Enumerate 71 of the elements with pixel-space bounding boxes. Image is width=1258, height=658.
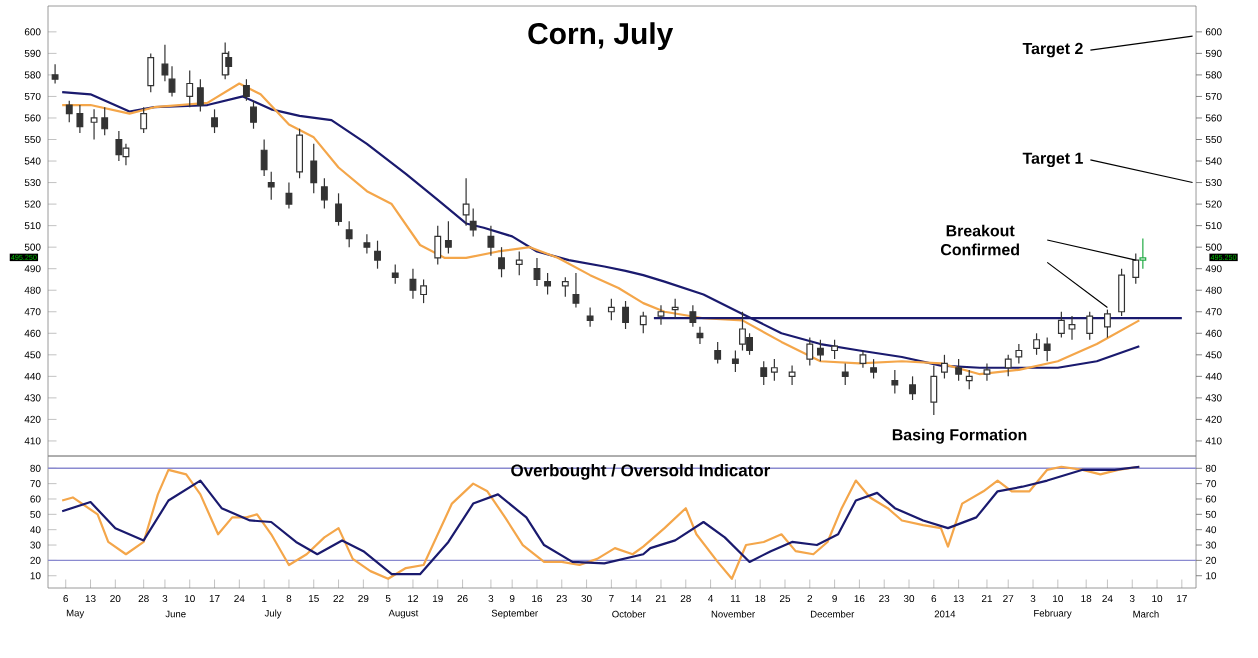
candlestick	[1132, 253, 1140, 285]
candlestick	[930, 364, 938, 416]
candlestick	[955, 358, 963, 382]
candlestick	[831, 339, 839, 360]
candlestick	[572, 272, 580, 309]
candlestick	[739, 311, 746, 352]
candlestick	[310, 143, 318, 194]
candlestick	[607, 298, 615, 321]
candlestick	[434, 225, 442, 265]
candlestick	[561, 276, 569, 298]
candlestick	[870, 358, 878, 380]
candlestick	[487, 225, 495, 257]
candlestick	[639, 311, 647, 334]
candlestick	[515, 250, 523, 276]
candlestick	[1139, 237, 1147, 270]
candlestick	[622, 300, 629, 330]
candlestick	[260, 138, 268, 177]
candlestick	[1118, 268, 1126, 317]
candlestick	[1103, 308, 1111, 339]
candlestick	[1043, 336, 1051, 362]
candlestick	[689, 304, 697, 328]
candlestick	[806, 336, 814, 367]
candlestick	[1015, 343, 1023, 365]
candlestick	[147, 52, 155, 93]
candlestick	[965, 369, 973, 390]
candlestick	[1033, 332, 1040, 356]
candlestick	[140, 106, 148, 134]
candlestick	[714, 341, 722, 365]
candlestick	[671, 298, 679, 319]
candlestick	[983, 362, 991, 382]
candlestick	[841, 362, 849, 386]
chart-title: Overbought / Oversold Indicator	[511, 463, 771, 480]
candlestick	[760, 360, 768, 386]
candlestick	[770, 358, 778, 382]
candlestick	[51, 63, 59, 85]
candlestick	[320, 177, 328, 209]
candlestick	[196, 78, 204, 113]
candlestick	[250, 100, 257, 130]
candlestick	[115, 130, 123, 162]
candlestick	[941, 354, 948, 380]
candlestick	[267, 171, 275, 201]
candlestick	[731, 349, 739, 373]
candlestick	[345, 220, 353, 248]
text: Corn, July	[528, 22, 674, 51]
candlestick	[242, 78, 250, 102]
candlestick	[696, 326, 704, 345]
candlestick	[335, 192, 342, 227]
candlestick	[420, 278, 428, 304]
candlestick	[1068, 315, 1076, 341]
candlestick	[296, 128, 304, 179]
candlestick	[1086, 311, 1094, 341]
candlestick	[225, 50, 233, 76]
candlestick	[186, 69, 194, 108]
candlestick	[285, 181, 293, 209]
candlestick	[909, 375, 916, 401]
candlestick	[211, 108, 218, 134]
candlestick	[533, 257, 541, 287]
candlestick	[788, 364, 796, 386]
candlestick	[1004, 354, 1012, 377]
candlestick	[409, 268, 417, 300]
candlestick	[391, 263, 399, 285]
candlestick	[374, 240, 381, 270]
candlestick	[1057, 311, 1065, 339]
candlestick	[586, 306, 594, 328]
candlestick	[444, 220, 452, 255]
candlestick	[498, 246, 505, 278]
candlestick	[363, 233, 371, 255]
candlestick	[657, 304, 665, 326]
candlestick	[816, 339, 824, 362]
candlestick	[891, 369, 899, 395]
candlestick	[544, 272, 552, 296]
